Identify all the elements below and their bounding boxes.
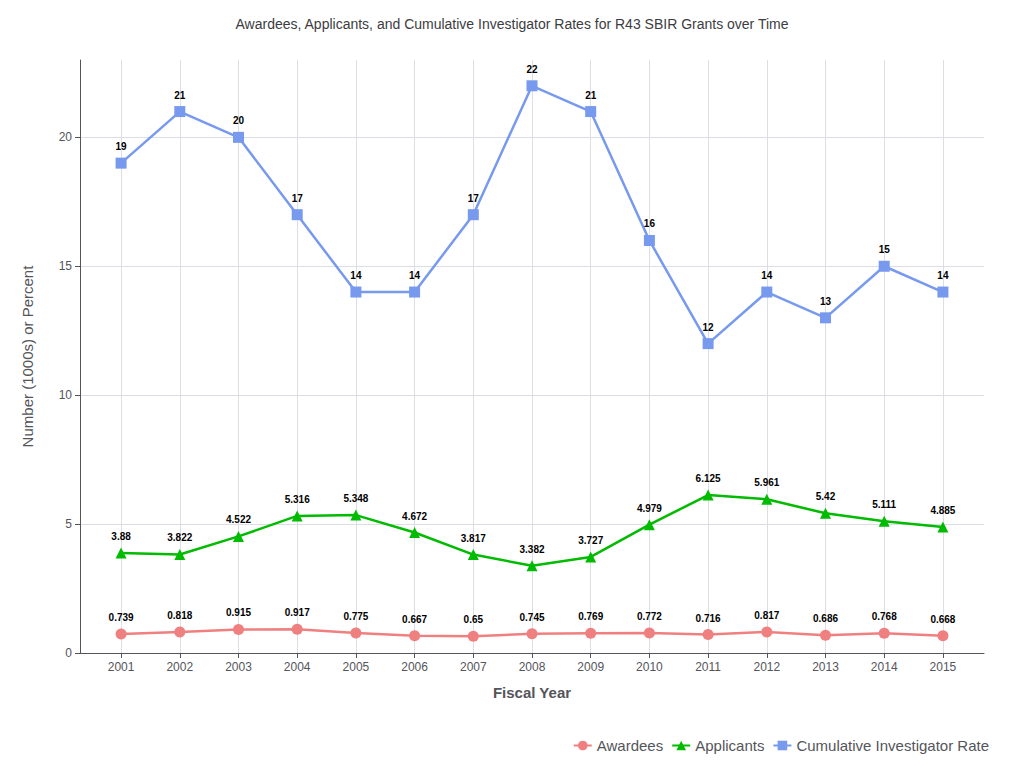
svg-text:14: 14 (761, 270, 773, 281)
svg-text:20: 20 (59, 130, 73, 144)
svg-text:14: 14 (350, 270, 362, 281)
svg-text:Fiscal Year: Fiscal Year (493, 684, 571, 701)
svg-text:0.65: 0.65 (464, 614, 484, 625)
svg-text:3.822: 3.822 (167, 532, 192, 543)
svg-text:12: 12 (703, 322, 715, 333)
svg-text:3.88: 3.88 (111, 531, 131, 542)
svg-text:2008: 2008 (519, 660, 546, 674)
svg-text:15: 15 (879, 244, 891, 255)
svg-text:2007: 2007 (460, 660, 487, 674)
svg-text:5.348: 5.348 (343, 493, 368, 504)
svg-text:0.668: 0.668 (930, 614, 955, 625)
svg-text:0: 0 (65, 646, 72, 660)
svg-text:15: 15 (59, 259, 73, 273)
svg-text:Cumulative Investigator Rate: Cumulative Investigator Rate (796, 737, 989, 754)
svg-text:17: 17 (468, 193, 480, 204)
svg-text:16: 16 (644, 218, 656, 229)
svg-text:4.672: 4.672 (402, 511, 427, 522)
svg-text:22: 22 (526, 64, 538, 75)
svg-text:21: 21 (174, 90, 186, 101)
svg-text:2004: 2004 (284, 660, 311, 674)
svg-text:2009: 2009 (577, 660, 604, 674)
svg-text:3.727: 3.727 (578, 535, 603, 546)
svg-text:0.716: 0.716 (696, 613, 721, 624)
svg-text:0.772: 0.772 (637, 611, 662, 622)
svg-text:19: 19 (116, 141, 128, 152)
svg-text:14: 14 (409, 270, 421, 281)
svg-text:5.316: 5.316 (285, 494, 310, 505)
svg-text:5.961: 5.961 (754, 477, 779, 488)
svg-text:2011: 2011 (695, 660, 721, 674)
svg-text:13: 13 (820, 296, 832, 307)
svg-text:2006: 2006 (401, 660, 428, 674)
svg-text:0.686: 0.686 (813, 613, 838, 624)
svg-text:5.111: 5.111 (872, 499, 896, 510)
svg-text:3.382: 3.382 (519, 544, 544, 555)
svg-text:21: 21 (585, 90, 597, 101)
svg-text:2010: 2010 (636, 660, 663, 674)
svg-text:6.125: 6.125 (696, 473, 721, 484)
svg-text:Awardees, Applicants, and Cumu: Awardees, Applicants, and Cumulative Inv… (236, 16, 789, 32)
svg-text:0.915: 0.915 (226, 607, 251, 618)
svg-text:0.817: 0.817 (754, 610, 779, 621)
svg-text:14: 14 (937, 270, 949, 281)
svg-text:2013: 2013 (812, 660, 839, 674)
svg-text:Number (1000s) or Percent: Number (1000s) or Percent (19, 265, 36, 448)
svg-text:0.739: 0.739 (109, 612, 134, 623)
svg-text:10: 10 (59, 388, 73, 402)
svg-text:2012: 2012 (753, 660, 780, 674)
svg-text:2003: 2003 (225, 660, 252, 674)
svg-text:2014: 2014 (871, 660, 898, 674)
svg-text:3.817: 3.817 (461, 533, 486, 544)
svg-text:Applicants: Applicants (695, 737, 764, 754)
svg-text:20: 20 (233, 115, 245, 126)
svg-text:0.745: 0.745 (519, 612, 544, 623)
svg-text:0.768: 0.768 (872, 611, 897, 622)
svg-text:4.979: 4.979 (637, 503, 662, 514)
svg-text:0.775: 0.775 (343, 611, 368, 622)
svg-text:2002: 2002 (166, 660, 193, 674)
svg-text:2005: 2005 (343, 660, 370, 674)
svg-text:4.885: 4.885 (930, 505, 955, 516)
svg-text:0.917: 0.917 (285, 607, 310, 618)
svg-text:0.667: 0.667 (402, 614, 427, 625)
svg-text:5: 5 (65, 517, 72, 531)
svg-text:5.42: 5.42 (816, 491, 836, 502)
svg-text:0.818: 0.818 (167, 610, 192, 621)
svg-text:17: 17 (292, 193, 304, 204)
svg-text:0.769: 0.769 (578, 611, 603, 622)
svg-text:2015: 2015 (930, 660, 957, 674)
svg-text:2001: 2001 (108, 660, 135, 674)
svg-text:Awardees: Awardees (597, 737, 663, 754)
svg-text:4.522: 4.522 (226, 514, 251, 525)
